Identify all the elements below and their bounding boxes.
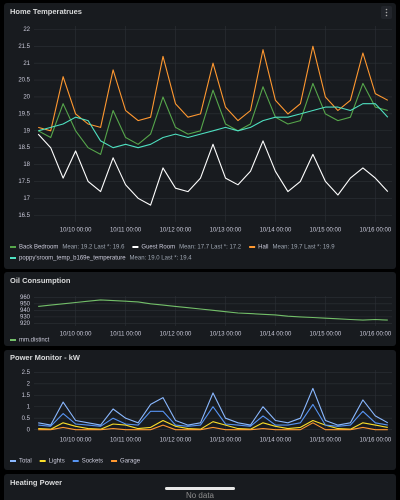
legend-stats: Mean: 19.7 Last *: 19.9 <box>272 245 335 251</box>
legend-label: poppy'sroom_temp_b169e_temperature <box>19 256 126 262</box>
x-tick-label: 10/16 00:00 <box>359 438 391 444</box>
y-tick-label: 16.5 <box>18 213 30 219</box>
series-line <box>38 422 388 431</box>
panel-title: Home Temperatrues <box>10 7 82 16</box>
x-tick-label: 10/12 00:00 <box>160 332 192 338</box>
y-tick-label: 22 <box>23 27 30 33</box>
x-tick-label: 10/14 00:00 <box>260 438 292 444</box>
x-tick-label: 10/16 00:00 <box>359 332 391 338</box>
series-line <box>38 299 388 321</box>
series-line <box>38 403 388 427</box>
x-tick-label: 10/13 00:00 <box>210 438 242 444</box>
series-line <box>38 103 389 149</box>
panel-menu[interactable] <box>381 6 392 19</box>
x-tick-label: 10/11 00:00 <box>110 332 142 338</box>
y-tick-label: 18.5 <box>18 145 30 151</box>
x-tick-label: 10/16 00:00 <box>359 228 391 234</box>
legend-stats: Mean: 19.0 Last *: 19.4 <box>130 256 193 262</box>
y-tick-label: 20 <box>23 95 30 101</box>
x-tick-label: 10/15 00:00 <box>310 332 342 338</box>
home-indicator <box>165 487 235 490</box>
series-line <box>38 387 389 426</box>
y-tick-label: 2 <box>27 381 31 387</box>
x-tick-label: 10/14 00:00 <box>260 332 292 338</box>
legend-label: Back Bedroom <box>19 245 58 251</box>
y-tick-label: 940 <box>20 308 31 314</box>
x-tick-label: 10/10 00:00 <box>60 332 92 338</box>
x-tick-label: 10/13 00:00 <box>210 332 242 338</box>
y-tick-label: 21.5 <box>18 44 30 50</box>
series-line <box>37 82 388 155</box>
x-tick-label: 10/11 00:00 <box>110 228 142 234</box>
y-tick-label: 21 <box>23 61 30 67</box>
panel <box>4 3 396 269</box>
panel-title: Power Monitor - kW <box>10 353 81 362</box>
x-tick-label: 10/15 00:00 <box>310 228 342 234</box>
x-tick-label: 10/14 00:00 <box>260 228 292 234</box>
legend-label: Total <box>19 459 32 465</box>
y-tick-label: 17.5 <box>18 179 30 185</box>
legend-label: Lights <box>49 459 65 465</box>
no-data-message: No data <box>186 491 215 500</box>
x-tick-label: 10/10 00:00 <box>60 438 92 444</box>
legend-label: Hall <box>258 245 268 251</box>
legend-stats: Mean: 19.2 Last *: 19.6 <box>62 245 125 251</box>
x-tick-label: 10/12 00:00 <box>160 228 192 234</box>
y-tick-label: 0.5 <box>22 416 31 422</box>
y-tick-label: 19.5 <box>18 111 30 117</box>
panel <box>4 350 396 470</box>
x-tick-label: 10/13 00:00 <box>210 228 242 234</box>
y-tick-label: 20.5 <box>18 78 30 84</box>
legend-stats: Mean: 17.7 Last *: 17.2 <box>179 245 242 251</box>
y-tick-label: 1.5 <box>22 393 31 399</box>
y-tick-label: 0 <box>27 427 31 433</box>
series-line <box>38 45 389 132</box>
x-tick-label: 10/12 00:00 <box>160 438 192 444</box>
panel-title: Heating Power <box>10 478 62 487</box>
legend-label: mm.distinct <box>19 338 50 344</box>
y-tick-label: 920 <box>20 321 31 327</box>
y-tick-label: 960 <box>20 295 31 301</box>
legend-label: Garage <box>120 459 141 465</box>
series-line <box>38 419 388 430</box>
legend-label: Sockets <box>82 459 103 465</box>
y-tick-label: 18 <box>23 162 30 168</box>
legend-label: Guest Room <box>141 245 175 251</box>
y-tick-label: 930 <box>20 314 31 320</box>
x-tick-label: 10/11 00:00 <box>110 438 142 444</box>
series-line <box>37 133 389 206</box>
y-tick-label: 19 <box>23 128 30 134</box>
x-tick-label: 10/15 00:00 <box>310 438 342 444</box>
y-tick-label: 2.5 <box>22 370 31 376</box>
y-tick-label: 1 <box>27 404 31 410</box>
panel-title: Oil Consumption <box>10 276 71 285</box>
x-tick-label: 10/10 00:00 <box>60 228 92 234</box>
y-tick-label: 950 <box>20 301 31 307</box>
y-tick-label: 17 <box>23 196 30 202</box>
